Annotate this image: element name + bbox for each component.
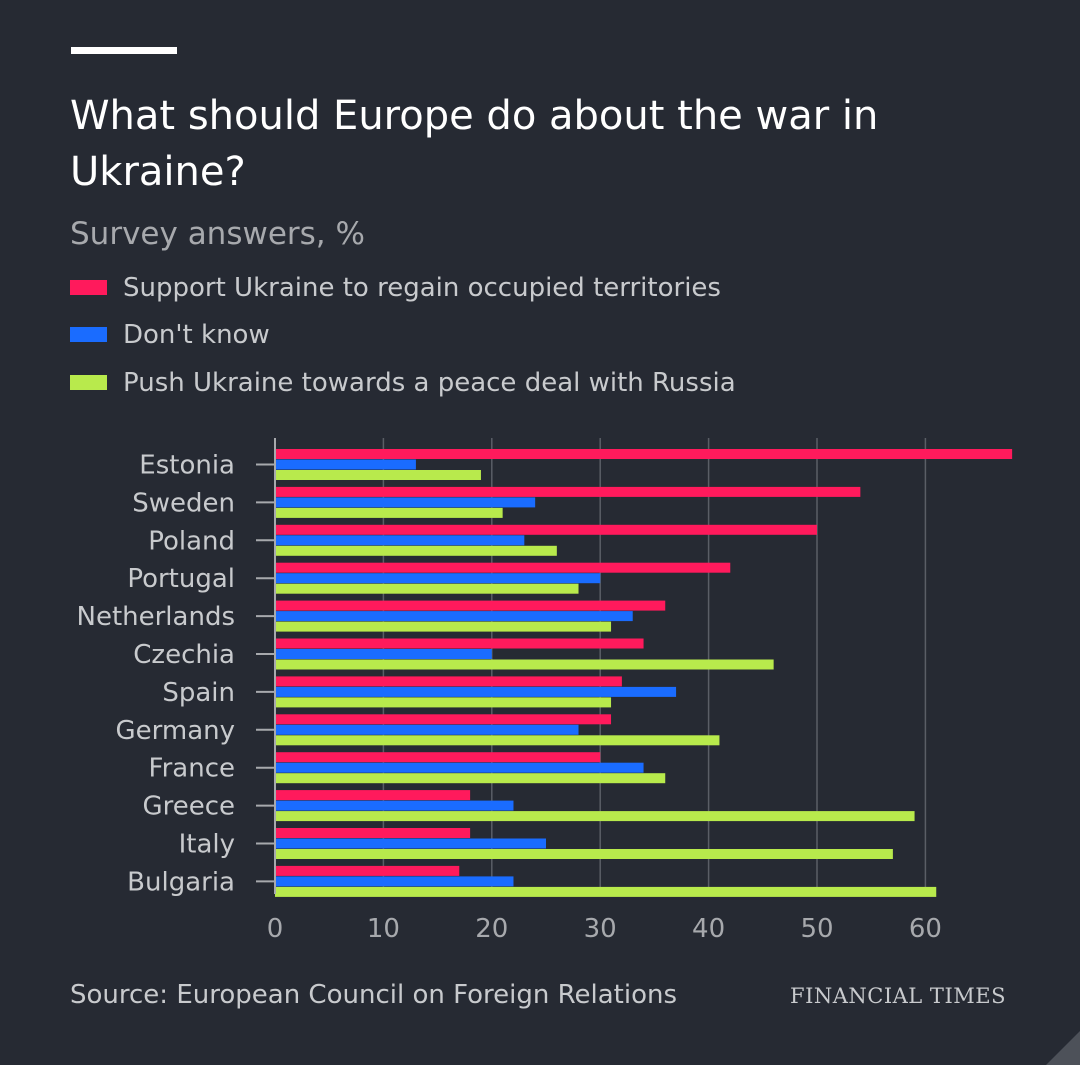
y-tick-label-greece: Greece — [142, 792, 235, 822]
bar-germany-series-2 — [275, 735, 720, 746]
y-tick-label-netherlands: Netherlands — [77, 602, 236, 632]
bar-greece-series-1 — [275, 800, 514, 811]
bar-czechia-series-2 — [275, 659, 774, 670]
x-tick-label-30: 30 — [584, 914, 617, 944]
bar-poland-series-1 — [275, 535, 525, 546]
y-tick-label-germany: Germany — [115, 716, 235, 746]
legend-label-dont-know: Don't know — [123, 320, 270, 350]
bar-portugal-series-1 — [275, 573, 601, 584]
bar-bulgaria-series-0 — [275, 865, 460, 876]
legend-swatch-peace-deal — [70, 375, 107, 390]
bar-netherlands-series-2 — [275, 621, 612, 632]
bar-sweden-series-2 — [275, 507, 503, 518]
bar-bulgaria-series-2 — [275, 886, 937, 897]
title-rule — [71, 47, 177, 54]
x-tick-label-0: 0 — [267, 914, 284, 944]
bar-spain-series-2 — [275, 697, 612, 708]
bar-greece-series-0 — [275, 790, 471, 801]
x-tick-label-20: 20 — [475, 914, 508, 944]
bar-italy-series-1 — [275, 838, 546, 849]
y-tick-label-poland: Poland — [148, 526, 235, 556]
bar-italy-series-0 — [275, 828, 471, 838]
bar-estonia-series-2 — [275, 470, 481, 480]
bar-estonia-series-0 — [275, 449, 1013, 459]
y-tick-label-czechia: Czechia — [133, 640, 235, 670]
y-tick-label-italy: Italy — [179, 830, 235, 860]
bar-portugal-series-2 — [275, 583, 579, 594]
y-tick-label-spain: Spain — [162, 678, 235, 708]
source-note: Source: European Council on Foreign Rela… — [70, 980, 678, 1010]
y-tick-label-sweden: Sweden — [132, 488, 235, 518]
bar-spain-series-1 — [275, 686, 677, 697]
page-corner — [1046, 1031, 1080, 1065]
bar-estonia-series-1 — [275, 459, 416, 470]
bar-france-series-0 — [275, 752, 601, 763]
chart-subtitle: Survey answers, % — [70, 216, 365, 252]
legend-swatch-support — [70, 280, 107, 295]
bar-italy-series-2 — [275, 849, 893, 859]
bar-bulgaria-series-1 — [275, 876, 514, 887]
y-tick-label-portugal: Portugal — [127, 564, 235, 594]
bar-czechia-series-0 — [275, 638, 644, 649]
legend-label-support: Support Ukraine to regain occupied terri… — [123, 273, 721, 303]
bar-portugal-series-0 — [275, 562, 731, 573]
brand-logo: FINANCIAL TIMES — [790, 984, 1006, 1008]
bar-netherlands-series-1 — [275, 611, 633, 622]
bar-spain-series-0 — [275, 676, 622, 687]
bar-germany-series-1 — [275, 724, 579, 735]
bar-france-series-2 — [275, 773, 666, 784]
bar-greece-series-2 — [275, 811, 915, 822]
bar-france-series-1 — [275, 762, 644, 773]
bar-poland-series-2 — [275, 545, 557, 556]
y-tick-label-france: France — [149, 754, 235, 784]
legend-swatch-dont-know — [70, 327, 107, 342]
bar-poland-series-0 — [275, 524, 817, 535]
bar-germany-series-0 — [275, 714, 612, 725]
chart-title: What should Europe do about the war in U… — [70, 93, 879, 195]
bar-sweden-series-1 — [275, 497, 536, 508]
x-tick-label-40: 40 — [692, 914, 725, 944]
bar-netherlands-series-0 — [275, 600, 666, 611]
x-tick-label-10: 10 — [367, 914, 400, 944]
x-tick-label-60: 60 — [909, 914, 942, 944]
bar-sweden-series-0 — [275, 486, 861, 497]
legend-label-peace-deal: Push Ukraine towards a peace deal with R… — [123, 368, 736, 398]
x-tick-label-50: 50 — [800, 914, 833, 944]
bar-czechia-series-1 — [275, 649, 492, 659]
y-tick-label-bulgaria: Bulgaria — [127, 867, 235, 897]
y-tick-label-estonia: Estonia — [139, 451, 235, 481]
